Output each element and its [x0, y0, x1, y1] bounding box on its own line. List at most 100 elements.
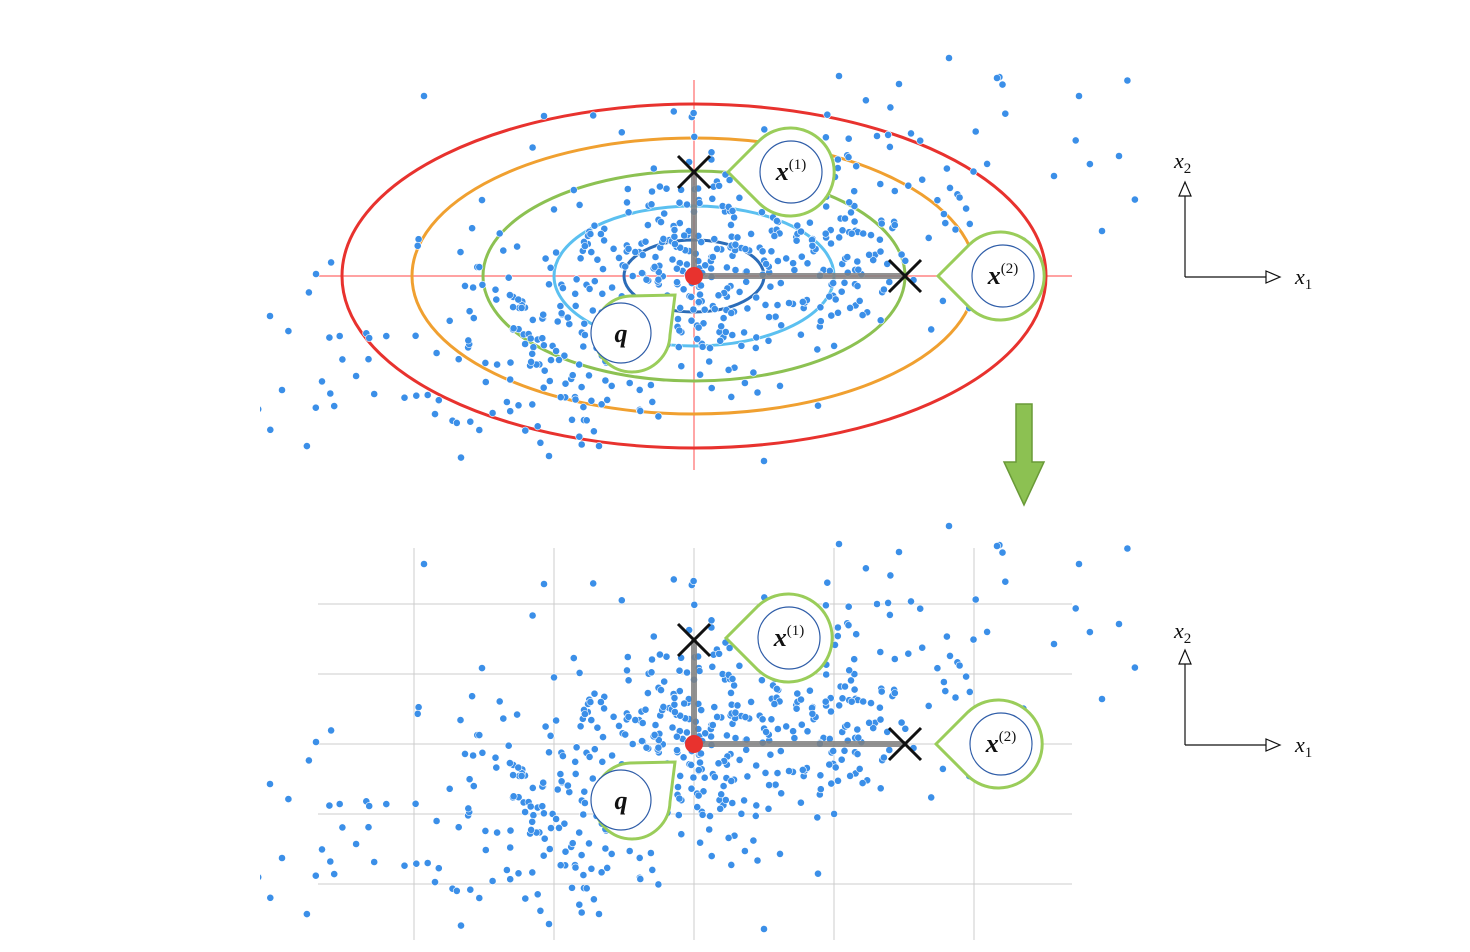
scatter-point: [400, 393, 409, 402]
scatter-point: [752, 801, 761, 810]
scatter-point: [707, 732, 715, 741]
scatter-point: [545, 377, 554, 385]
scatter-point: [580, 319, 589, 328]
scatter-point: [452, 418, 461, 427]
scatter-point: [597, 400, 606, 409]
scatter-point: [771, 312, 780, 321]
scatter-point: [897, 250, 906, 259]
scatter-point: [821, 229, 830, 238]
scatter-point: [654, 412, 663, 421]
scatter-point: [940, 210, 948, 218]
scatter-point: [414, 703, 423, 712]
scatter-point: [822, 601, 830, 610]
scatter-point: [1071, 136, 1080, 145]
axis-label-x2: x2: [1173, 148, 1191, 177]
scatter-point: [560, 819, 569, 828]
scatter-point: [593, 723, 602, 732]
scatter-point: [845, 198, 854, 207]
scatter-point: [676, 772, 685, 780]
scatter-point: [431, 878, 439, 886]
scatter-point: [723, 263, 731, 272]
scatter-point: [382, 332, 391, 340]
scatter-point: [753, 388, 762, 397]
scatter-point: [676, 243, 685, 252]
scatter-point: [858, 311, 867, 319]
scatter-point: [599, 265, 607, 273]
scatter-point: [969, 167, 978, 176]
scatter-point: [506, 407, 515, 416]
scatter-point: [741, 245, 750, 253]
callout-x2-label: x(2): [985, 729, 1017, 758]
scatter-point: [335, 332, 344, 340]
scatter-point: [577, 440, 586, 449]
scatter-point: [589, 579, 598, 588]
scatter-point: [717, 790, 726, 799]
scatter-point: [829, 747, 838, 755]
scatter-point: [939, 765, 947, 773]
scatter-point: [600, 236, 608, 245]
scatter-point: [774, 257, 782, 265]
scatter-point: [761, 769, 770, 777]
scatter-point: [697, 281, 705, 290]
scatter-point: [983, 628, 991, 636]
scatter-point: [481, 358, 490, 367]
scatter-point: [651, 721, 660, 729]
distance-bars-bottom: [691, 640, 905, 747]
scatter-point: [1001, 577, 1010, 586]
scatter-point: [825, 760, 834, 769]
scatter-point: [694, 766, 703, 774]
scatter-point: [742, 277, 751, 286]
scatter-point: [312, 270, 320, 278]
scatter-point: [400, 861, 409, 870]
scatter-point: [590, 277, 599, 286]
scatter-point: [674, 783, 682, 791]
scatter-point: [488, 409, 497, 417]
scatter-point: [880, 285, 888, 294]
scatter-point: [785, 767, 793, 775]
scatter-point: [302, 910, 311, 918]
scatter-point: [555, 355, 563, 364]
scatter-point: [327, 258, 335, 267]
scatter-point: [615, 253, 623, 262]
scatter-point: [568, 839, 577, 848]
scatter-point: [821, 697, 830, 706]
scatter-point: [492, 295, 501, 304]
scatter-point: [475, 426, 484, 434]
scatter-point: [607, 850, 616, 858]
scatter-point: [850, 217, 859, 226]
scatter-point: [517, 772, 526, 780]
scatter-point: [850, 685, 859, 694]
scatter-point: [728, 331, 737, 339]
scatter-point: [311, 871, 320, 880]
scatter-point: [901, 256, 910, 265]
scatter-point: [624, 208, 633, 217]
scatter-point: [747, 229, 755, 238]
scatter-point: [727, 220, 735, 229]
scatter-point: [797, 227, 805, 236]
scatter-point: [411, 331, 420, 340]
scatter-point: [687, 784, 696, 793]
scatter-point: [886, 142, 894, 151]
scatter-point: [715, 649, 723, 658]
scatter-point: [648, 866, 657, 874]
scatter-point: [559, 752, 567, 760]
scatter-point: [579, 403, 588, 411]
scatter-point: [648, 187, 656, 196]
scatter-point: [478, 196, 486, 204]
scatter-point: [853, 725, 862, 734]
scatter-point: [707, 852, 716, 860]
scatter-point: [571, 863, 580, 872]
scatter-point: [865, 250, 873, 259]
scatter-point: [797, 720, 806, 729]
scatter-point: [662, 652, 671, 661]
scatter-point: [552, 347, 560, 355]
scatter-point: [659, 234, 668, 243]
scatter-point: [850, 187, 859, 196]
scatter-point: [338, 823, 347, 832]
callout-x1-bottom: x(1): [723, 592, 834, 684]
scatter-point: [284, 327, 293, 335]
scatter-point: [710, 235, 719, 243]
scatter-point: [728, 675, 737, 683]
scatter-point: [698, 342, 707, 351]
scatter-point: [683, 200, 691, 209]
